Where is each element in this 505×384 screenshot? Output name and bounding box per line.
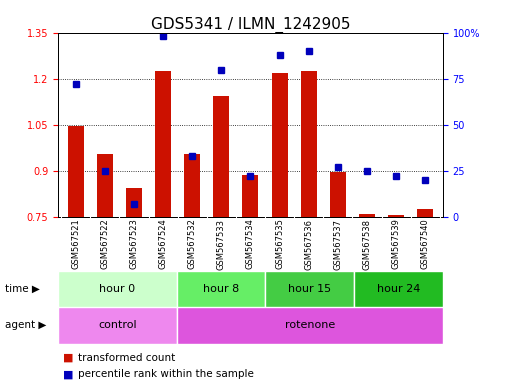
Bar [271,73,287,217]
Bar [126,188,142,217]
Bar [354,271,442,307]
Text: GSM567535: GSM567535 [275,218,283,270]
Text: GSM567532: GSM567532 [187,218,196,270]
Text: hour 15: hour 15 [287,284,331,294]
Bar [68,126,83,217]
Text: GSM567523: GSM567523 [129,218,138,270]
Bar [300,71,316,217]
Text: GSM567534: GSM567534 [245,218,255,270]
Text: GSM567521: GSM567521 [71,218,80,269]
Bar [417,209,432,217]
Bar [329,172,345,217]
Text: time ▶: time ▶ [5,284,40,294]
Bar [155,71,171,217]
Text: hour 8: hour 8 [203,284,238,294]
Text: transformed count: transformed count [78,353,175,363]
Text: ■: ■ [63,353,74,363]
Text: rotenone: rotenone [284,320,334,331]
Text: hour 0: hour 0 [99,284,135,294]
Bar [213,96,229,217]
Text: GSM567524: GSM567524 [158,218,167,269]
Text: GSM567536: GSM567536 [304,218,313,270]
Text: GDS5341 / ILMN_1242905: GDS5341 / ILMN_1242905 [150,17,349,33]
Bar [58,307,176,344]
Bar [176,271,265,307]
Bar [184,154,200,217]
Bar [176,307,442,344]
Bar [96,154,113,217]
Text: GSM567540: GSM567540 [420,218,429,269]
Text: GSM567538: GSM567538 [362,218,371,270]
Text: hour 24: hour 24 [376,284,419,294]
Bar [358,214,374,217]
Text: agent ▶: agent ▶ [5,320,46,331]
Text: GSM567539: GSM567539 [391,218,400,270]
Bar [58,271,176,307]
Bar [242,175,258,217]
Text: control: control [98,320,136,331]
Bar [265,271,354,307]
Text: ■: ■ [63,369,74,379]
Text: GSM567522: GSM567522 [100,218,109,269]
Text: GSM567533: GSM567533 [217,218,225,270]
Text: percentile rank within the sample: percentile rank within the sample [78,369,254,379]
Bar [387,215,403,217]
Text: GSM567537: GSM567537 [333,218,342,270]
